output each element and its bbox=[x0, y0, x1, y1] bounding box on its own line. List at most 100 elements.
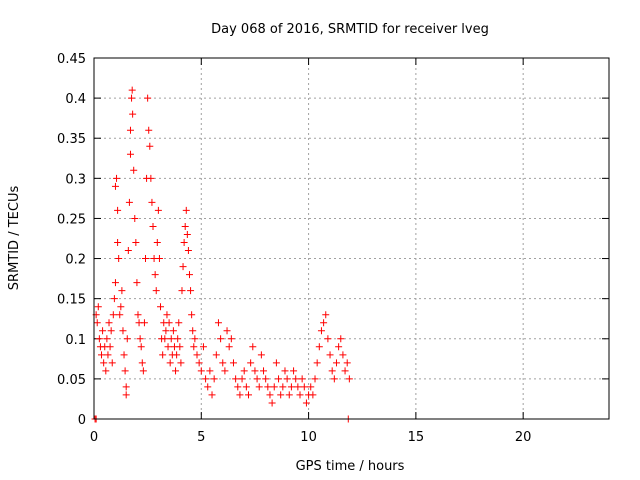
data-point bbox=[157, 303, 165, 311]
data-point bbox=[320, 319, 328, 327]
data-point bbox=[313, 359, 321, 367]
data-point bbox=[182, 206, 190, 214]
data-point bbox=[147, 174, 155, 182]
y-tick-label: 0.35 bbox=[57, 132, 86, 147]
data-point bbox=[107, 327, 115, 335]
data-point bbox=[210, 375, 218, 383]
data-point bbox=[296, 391, 304, 399]
data-point bbox=[326, 351, 334, 359]
data-point bbox=[109, 311, 117, 319]
x-tick-label: 10 bbox=[300, 430, 317, 445]
data-point bbox=[136, 335, 144, 343]
data-point bbox=[106, 343, 114, 351]
data-point bbox=[102, 367, 110, 375]
data-point bbox=[149, 222, 157, 230]
data-point bbox=[130, 166, 138, 174]
data-point bbox=[343, 359, 351, 367]
data-point bbox=[190, 343, 198, 351]
data-point bbox=[202, 375, 210, 383]
data-point bbox=[167, 335, 175, 343]
data-point bbox=[317, 327, 325, 335]
data-point bbox=[236, 391, 244, 399]
data-point bbox=[114, 239, 122, 247]
data-point bbox=[184, 247, 192, 255]
data-point bbox=[199, 343, 207, 351]
data-point bbox=[174, 335, 182, 343]
data-point bbox=[292, 375, 300, 383]
data-point bbox=[337, 335, 345, 343]
data-point bbox=[153, 239, 161, 247]
data-point bbox=[251, 367, 259, 375]
data-point bbox=[122, 383, 130, 391]
data-point bbox=[159, 351, 167, 359]
data-point bbox=[122, 391, 130, 399]
data-point bbox=[148, 198, 156, 206]
data-point bbox=[104, 351, 112, 359]
data-point bbox=[117, 303, 125, 311]
y-tick-label: 0.2 bbox=[65, 253, 86, 268]
y-axis-title: SRMTID / TECUs bbox=[7, 186, 22, 291]
data-point bbox=[214, 319, 222, 327]
data-point bbox=[99, 327, 107, 335]
data-point bbox=[223, 327, 231, 335]
data-point bbox=[266, 391, 274, 399]
data-point bbox=[307, 383, 315, 391]
data-point bbox=[283, 375, 291, 383]
data-point bbox=[270, 383, 278, 391]
data-point bbox=[181, 222, 189, 230]
data-point bbox=[162, 327, 170, 335]
data-point bbox=[108, 359, 116, 367]
data-point bbox=[134, 311, 142, 319]
data-point bbox=[152, 287, 160, 295]
data-point bbox=[217, 335, 225, 343]
data-point bbox=[140, 319, 148, 327]
data-point bbox=[126, 126, 134, 134]
x-tick-label: 0 bbox=[90, 430, 98, 445]
data-point bbox=[124, 247, 132, 255]
data-point bbox=[298, 375, 306, 383]
data-point bbox=[345, 375, 353, 383]
y-tick-label: 0.05 bbox=[57, 373, 86, 388]
data-point bbox=[178, 287, 186, 295]
data-point bbox=[133, 279, 141, 287]
data-points bbox=[91, 86, 353, 423]
data-point bbox=[285, 391, 293, 399]
data-point bbox=[322, 311, 330, 319]
data-point bbox=[229, 359, 237, 367]
data-point bbox=[94, 303, 102, 311]
data-point bbox=[116, 311, 124, 319]
data-point bbox=[302, 399, 310, 407]
data-point bbox=[341, 367, 349, 375]
data-point bbox=[242, 383, 250, 391]
data-point bbox=[118, 287, 126, 295]
data-point bbox=[128, 86, 136, 94]
data-point bbox=[177, 359, 185, 367]
data-point bbox=[204, 383, 212, 391]
data-point bbox=[221, 367, 229, 375]
data-point bbox=[212, 351, 220, 359]
data-point bbox=[128, 94, 136, 102]
data-point bbox=[264, 383, 272, 391]
data-point bbox=[279, 383, 287, 391]
y-tick-label: 0.3 bbox=[65, 172, 86, 187]
data-point bbox=[191, 335, 199, 343]
data-point bbox=[172, 367, 180, 375]
data-point bbox=[277, 391, 285, 399]
data-point bbox=[335, 343, 343, 351]
data-point bbox=[115, 255, 123, 263]
data-point bbox=[100, 359, 108, 367]
data-point bbox=[144, 94, 152, 102]
data-point bbox=[287, 383, 295, 391]
data-point bbox=[176, 343, 184, 351]
data-point bbox=[183, 230, 191, 238]
data-point bbox=[137, 343, 145, 351]
data-point bbox=[105, 319, 113, 327]
data-point bbox=[255, 383, 263, 391]
data-point bbox=[185, 271, 193, 279]
y-tick-label: 0 bbox=[78, 413, 86, 428]
data-point bbox=[219, 359, 227, 367]
x-tick-labels: 0 5 10 15 20 bbox=[90, 430, 532, 445]
data-point bbox=[175, 319, 183, 327]
x-tick-label: 20 bbox=[515, 430, 532, 445]
